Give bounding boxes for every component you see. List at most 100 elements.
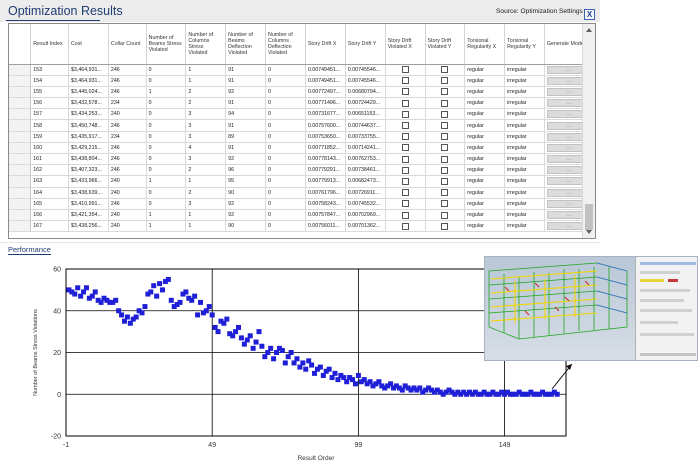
drift-violated-y-checkbox[interactable] (441, 77, 449, 85)
row-header[interactable] (9, 86, 32, 99)
drift-violated-y-checkbox[interactable] (441, 66, 449, 74)
row-header-corner[interactable] (9, 24, 32, 65)
row-header[interactable] (9, 131, 32, 143)
drift-violated-x-checkbox[interactable] (401, 88, 409, 96)
column-header[interactable]: Torsional Regularity X (464, 24, 506, 65)
close-button[interactable]: X (584, 9, 595, 20)
drift-violated-y-checkbox[interactable] (441, 155, 449, 163)
table-row[interactable]: 159 $3,435,917... 234 0 3 89 0 0.00753650... 0.0… (9, 131, 595, 143)
table-row[interactable]: 163 $3,433,966... 240 1 1 95 0 0.00779913... 0.0… (9, 175, 595, 188)
data-point (449, 389, 455, 395)
row-header[interactable] (9, 209, 32, 222)
row-header[interactable] (9, 164, 32, 177)
table-row[interactable]: 162 $3,407,323... 246 0 2 96 0 0.00779291... 0.0… (9, 164, 595, 177)
column-header[interactable]: Torsional Regularity Y (504, 24, 545, 65)
drift-violated-x-checkbox[interactable] (401, 189, 409, 197)
column-header[interactable]: Collar Count (108, 24, 147, 65)
row-header[interactable] (9, 153, 32, 166)
table-row[interactable]: 157 $3,434,253... 240 0 3 94 0 0.00731677... 0.0… (9, 108, 595, 121)
scroll-thumb[interactable] (585, 204, 593, 230)
table-row[interactable]: 153 $3,464,931... 246 0 1 91 0 0.00749451... 0.0… (9, 64, 595, 76)
table-row[interactable]: 160 $3,429,215... 246 0 4 91 0 0.00771852... 0.0… (9, 142, 595, 155)
drift-violated-x-checkbox[interactable] (401, 77, 409, 85)
data-point (276, 345, 282, 351)
table-cell: 2 (185, 86, 227, 99)
drift-violated-x-checkbox[interactable] (401, 222, 409, 230)
table-row[interactable]: 156 $3,432,578... 234 0 2 91 0 0.00771496... 0.0… (9, 97, 595, 110)
drift-violated-y-checkbox[interactable] (441, 177, 449, 185)
table-cell: 167 (30, 220, 69, 233)
row-header[interactable] (9, 97, 32, 110)
drift-violated-y-checkbox[interactable] (441, 166, 449, 174)
drift-violated-y-checkbox[interactable] (441, 88, 449, 96)
drift-violated-y-checkbox[interactable] (441, 133, 449, 141)
table-row[interactable]: 161 $3,438,804... 246 0 3 92 0 0.00778143... 0.0… (9, 153, 595, 166)
data-point (358, 379, 364, 385)
column-header[interactable]: Number of Beams Stress Violated (146, 24, 187, 65)
drift-violated-x-checkbox[interactable] (401, 211, 409, 219)
data-point (370, 383, 376, 389)
table-cell: 0.00758243... (305, 198, 346, 210)
drift-violated-x-checkbox[interactable] (401, 166, 409, 174)
scroll-up-icon[interactable] (586, 28, 592, 32)
drift-violated-x-checkbox[interactable] (401, 99, 409, 107)
x-tick-label: 49 (208, 442, 216, 449)
drift-violated-y-checkbox[interactable] (441, 122, 449, 130)
table-cell: regular (464, 187, 506, 199)
column-header[interactable]: Story Drift Violated X (385, 24, 426, 65)
table-cell: $3,438,256... (68, 220, 109, 233)
table-cell: 0 (265, 187, 306, 199)
drift-violated-x-checkbox[interactable] (401, 110, 409, 118)
row-header[interactable] (9, 119, 32, 132)
column-header[interactable]: Story Drift X (305, 24, 346, 65)
table-row[interactable]: 158 $3,450,748... 246 0 3 91 0 0.00757600... 0.0… (9, 119, 595, 132)
table-row[interactable]: 164 $3,438,639... 240 0 2 90 0 0.00761796... 0.0… (9, 187, 595, 199)
column-header[interactable]: Number of Beams Deflection Violated (225, 24, 266, 65)
grid-vertical-scrollbar[interactable] (582, 24, 595, 238)
drift-violated-x-checkbox[interactable] (401, 144, 409, 152)
drift-violated-y-checkbox[interactable] (441, 200, 449, 208)
table-row[interactable]: 166 $3,421,354... 240 1 1 92 0 0.00757847... 0.0… (9, 209, 595, 222)
data-point (423, 387, 429, 393)
column-header[interactable]: Story Drift Violated Y (425, 24, 466, 65)
column-header[interactable]: Cost (68, 24, 109, 65)
table-row[interactable]: 167 $3,438,256... 240 1 1 90 0 0.00756011... 0.0… (9, 220, 595, 233)
drift-violated-x-checkbox[interactable] (401, 66, 409, 74)
table-row[interactable]: 165 $3,410,991... 246 0 3 92 0 0.00758243... 0.0… (9, 198, 595, 210)
table-row[interactable]: 154 $3,464,931... 246 0 1 91 0 0.00749451... 0.0… (9, 75, 595, 87)
table-cell: 1 (146, 209, 187, 222)
column-header[interactable]: Number of Columns Stress Violated (185, 24, 227, 65)
drift-violated-y-checkbox[interactable] (441, 189, 449, 197)
scroll-down-icon[interactable] (586, 230, 592, 234)
table-cell: 90 (225, 220, 266, 233)
drift-violated-x-checkbox[interactable] (401, 155, 409, 163)
data-point (124, 314, 130, 320)
row-header[interactable] (9, 142, 32, 155)
drift-violated-x-checkbox[interactable] (401, 200, 409, 208)
data-point (464, 391, 470, 397)
drift-violated-y-checkbox[interactable] (441, 211, 449, 219)
drift-violated-y-checkbox[interactable] (441, 144, 449, 152)
drift-violated-x-checkbox[interactable] (401, 133, 409, 141)
data-point (279, 347, 285, 353)
row-header[interactable] (9, 220, 32, 233)
column-header[interactable]: Number of Columns Deflection Violated (265, 24, 306, 65)
column-header[interactable]: Result Index (30, 24, 69, 65)
data-point (516, 389, 522, 395)
row-header[interactable] (9, 75, 32, 87)
drift-violated-x-checkbox[interactable] (401, 122, 409, 130)
row-header[interactable] (9, 64, 32, 76)
column-header[interactable]: Story Drift Y (345, 24, 386, 65)
data-point (431, 389, 437, 395)
row-header[interactable] (9, 187, 32, 199)
drift-violated-y-checkbox[interactable] (441, 222, 449, 230)
drift-violated-y-checkbox[interactable] (441, 99, 449, 107)
drift-violated-x-checkbox[interactable] (401, 177, 409, 185)
table-row[interactable]: 155 $3,445,024... 246 1 2 92 0 0.00772497... 0.0… (9, 86, 595, 99)
row-header[interactable] (9, 175, 32, 188)
drift-violated-y-checkbox[interactable] (441, 110, 449, 118)
row-header[interactable] (9, 108, 32, 121)
table-cell: $3,432,578... (68, 97, 109, 110)
row-header[interactable] (9, 198, 32, 210)
data-point (437, 389, 443, 395)
